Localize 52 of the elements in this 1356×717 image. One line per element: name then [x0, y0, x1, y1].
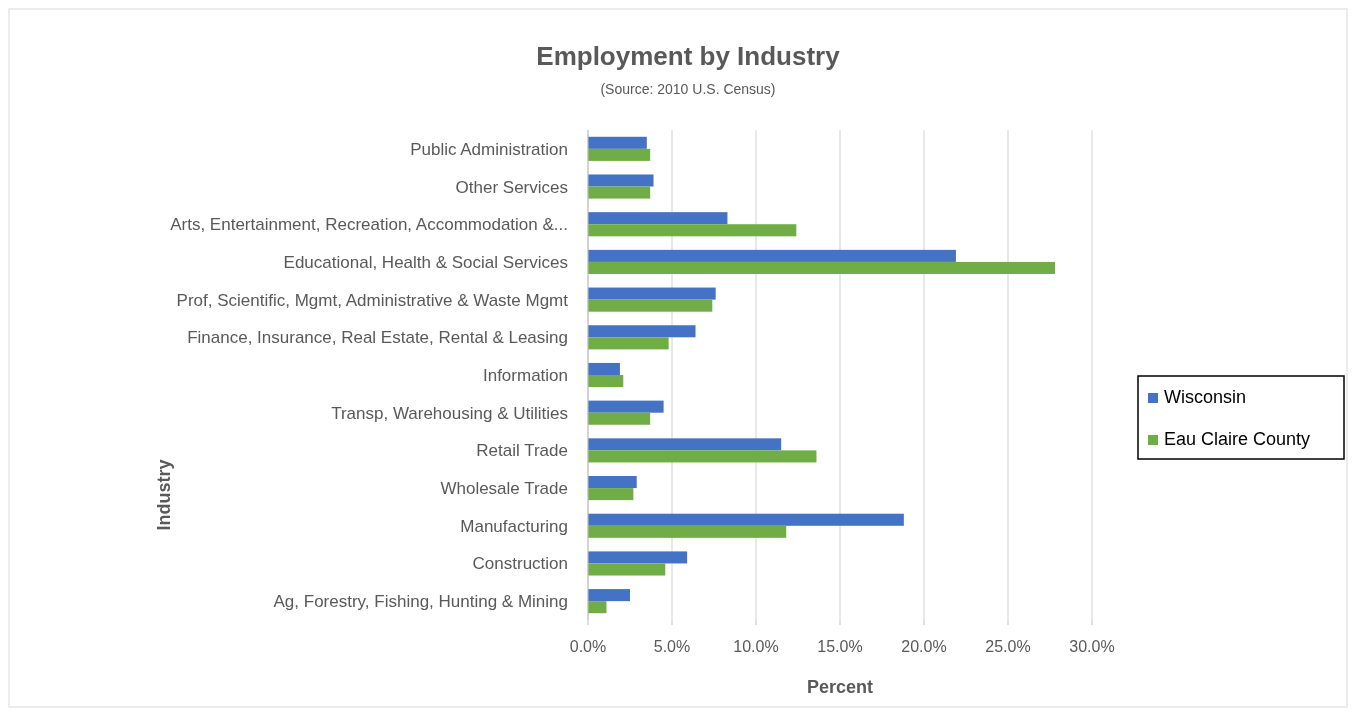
y-tick-label: Retail Trade — [476, 441, 568, 461]
bar — [588, 375, 624, 388]
chart-subtitle: (Source: 2010 U.S. Census) — [600, 81, 776, 97]
y-tick-label: Information — [482, 366, 568, 385]
y-tick-label: Prof, Scientific, Mgmt, Administrative & Waste Mgmt — [176, 290, 569, 310]
bar — [588, 224, 797, 237]
bar — [588, 551, 688, 564]
bar — [588, 488, 634, 501]
bar — [588, 186, 651, 199]
bar — [588, 299, 713, 312]
bar — [588, 261, 1056, 274]
x-tick-label: 5.0% — [653, 638, 691, 655]
y-tick-label: Construction — [472, 554, 568, 574]
y-tick-label: Transp, Warehousing & Utilities — [331, 403, 568, 423]
x-tick-label: 30.0% — [1069, 638, 1115, 655]
bar — [588, 337, 669, 350]
y-tick-label: Other Services — [455, 177, 568, 197]
bar — [588, 412, 651, 425]
y-tick-label: Educational, Health & Social Services — [283, 252, 568, 272]
bar — [588, 438, 782, 451]
y-tick-label: Ag, Forestry, Fishing, Hunting & Mining — [273, 592, 568, 612]
x-axis-title: Percent — [806, 677, 874, 697]
bar — [588, 513, 904, 526]
bar — [588, 400, 664, 413]
bar — [588, 287, 716, 300]
legend-label: Wisconsin — [1164, 387, 1247, 407]
bar — [588, 476, 637, 489]
bar — [588, 563, 666, 576]
y-axis-title: Industry — [154, 459, 174, 531]
bar — [588, 136, 647, 149]
bar — [588, 525, 787, 538]
y-tick-label: Arts, Entertainment, Recreation, Accommodation &... — [170, 215, 568, 235]
bar — [588, 174, 654, 187]
bar — [588, 249, 956, 262]
x-tick-label: 20.0% — [901, 638, 947, 655]
bar — [588, 362, 620, 375]
y-tick-label: Public Administration — [410, 139, 568, 159]
y-tick-label: Finance, Insurance, Real Estate, Rental & Leasing — [187, 328, 568, 348]
y-tick-label: Wholesale Trade — [440, 479, 568, 499]
bar — [588, 589, 630, 602]
bar — [588, 325, 696, 338]
chart-title: Employment by Industry — [536, 41, 841, 71]
x-tick-label: 25.0% — [985, 638, 1031, 655]
x-tick-label: 10.0% — [733, 638, 779, 655]
bar — [588, 148, 651, 161]
bar — [588, 601, 607, 614]
x-tick-label: 0.0% — [569, 638, 607, 655]
y-tick-label: Manufacturing — [460, 516, 568, 536]
bar — [588, 212, 728, 225]
bar — [588, 450, 817, 463]
x-tick-label: 15.0% — [817, 638, 863, 655]
legend-label: Eau Claire County — [1164, 429, 1311, 449]
